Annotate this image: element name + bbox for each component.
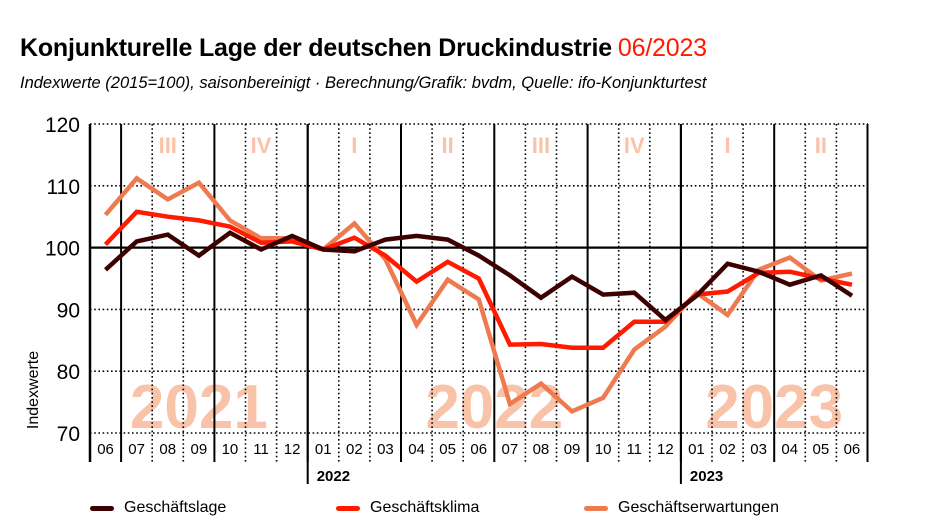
legend-swatch-geschaeftserwartungen <box>584 505 608 511</box>
x-tick-label: 03 <box>750 441 767 458</box>
x-tick-label: 01 <box>315 441 332 458</box>
x-tick-label: 02 <box>719 441 736 458</box>
y-tick-label: 100 <box>45 238 80 261</box>
y-tick-labels: 70 80 90 100 110 120 <box>45 114 80 446</box>
x-tick-label: 05 <box>813 441 830 458</box>
x-tick-label: 08 <box>159 441 176 458</box>
x-tick-label: 12 <box>284 441 301 458</box>
year-watermarks: 2021 2022 2023 <box>130 373 843 442</box>
x-tick-label: 09 <box>564 441 581 458</box>
y-tick-label: 120 <box>45 114 80 137</box>
legend-item-geschaeftserwartungen: Geschäftserwartungen <box>584 499 779 517</box>
quarter-label: III <box>159 133 177 158</box>
quarter-labels: III IV I II III IV I II <box>159 133 827 158</box>
title-date: 06/2023 <box>617 34 707 62</box>
year-label-2022: 2022 <box>317 468 350 485</box>
x-tick-label: 04 <box>408 441 425 458</box>
x-tick-label: 05 <box>439 441 456 458</box>
x-tick-label: 10 <box>222 441 239 458</box>
axes <box>88 124 868 462</box>
y-tick-label: 110 <box>47 176 80 199</box>
quarter-label: III <box>532 133 550 158</box>
x-tick-label: 11 <box>253 441 269 458</box>
legend-item-geschaeftsklima: Geschäftsklima <box>336 499 479 517</box>
x-tick-label: 08 <box>533 441 550 458</box>
quarter-label: II <box>815 133 827 158</box>
x-tick-label: 07 <box>502 441 519 458</box>
x-tick-label: 07 <box>128 441 145 458</box>
chart-subtitle: Indexwerte (2015=100), saisonbereinigt ·… <box>20 74 707 92</box>
x-tick-label: 02 <box>346 441 363 458</box>
quarter-label: I <box>351 133 357 158</box>
series-lines <box>103 175 854 415</box>
legend: Geschäftslage Geschäftsklima Geschäftser… <box>0 499 944 523</box>
legend-swatch-geschaeftsklima <box>336 505 360 511</box>
x-tick-label: 04 <box>781 441 798 458</box>
title-main: Konjunkturelle Lage der deutschen Drucki… <box>20 34 612 62</box>
x-tick-label: 12 <box>657 441 674 458</box>
legend-swatch-geschaeftslage <box>90 505 114 511</box>
y-tick-label: 80 <box>57 361 80 384</box>
quarter-label: I <box>724 133 730 158</box>
legend-label: Geschäftsklima <box>370 499 480 516</box>
x-tick-label: 06 <box>844 441 861 458</box>
x-tick-labels: 06 07 08 09 10 11 12 01 02 03 04 05 06 07 08 09 10 11 12 01… <box>97 441 860 485</box>
x-tick-label: 09 <box>191 441 208 458</box>
y-tick-label: 70 <box>57 423 80 446</box>
x-tick-label: 01 <box>688 441 705 458</box>
year-watermark-2021: 2021 <box>130 373 268 442</box>
y-tick-label: 90 <box>57 299 80 322</box>
x-tick-label: 03 <box>377 441 394 458</box>
legend-item-geschaeftslage: Geschäftslage <box>90 499 226 517</box>
quarter-label: II <box>442 133 454 158</box>
chart-title: Konjunkturelle Lage der deutschen Drucki… <box>20 34 707 63</box>
legend-label: Geschäftslage <box>124 499 227 516</box>
x-tick-label: 11 <box>626 441 642 458</box>
x-tick-label: 06 <box>97 441 114 458</box>
quarter-label: IV <box>251 133 272 158</box>
series-line-Geschäftsklima <box>103 209 853 350</box>
year-label-2023: 2023 <box>690 468 723 485</box>
x-tick-label: 10 <box>595 441 612 458</box>
x-tick-label: 06 <box>470 441 487 458</box>
y-axis-label: Indexwerte <box>25 351 42 429</box>
quarter-label: IV <box>624 133 645 158</box>
legend-label: Geschäftserwartungen <box>618 499 779 516</box>
